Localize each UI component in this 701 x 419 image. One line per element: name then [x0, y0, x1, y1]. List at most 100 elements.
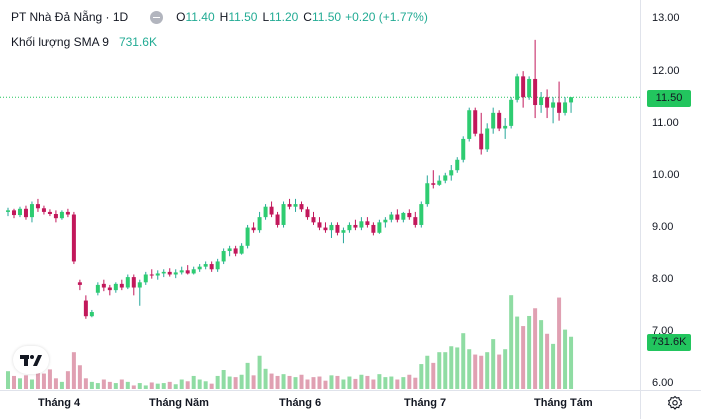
candle-body [155, 273, 160, 276]
candle-body [323, 227, 328, 231]
candle-body [119, 283, 124, 288]
volume-bar [407, 374, 412, 389]
time-tick: Tháng Tám [534, 397, 593, 409]
candle-body [317, 222, 322, 228]
candle-body [287, 204, 292, 207]
candle-body [569, 97, 574, 103]
candle-body [413, 217, 418, 225]
volume-bar [203, 381, 208, 389]
candle-body [167, 271, 172, 275]
time-tick: Tháng 4 [38, 397, 81, 409]
volume-bar [347, 376, 352, 389]
volume-bar [131, 385, 136, 389]
candle-body [377, 222, 382, 233]
candle-body [515, 76, 520, 100]
volume-bar [101, 379, 106, 389]
candle-body [449, 170, 454, 176]
legend-header: PT Nhà Đả Nẵng · 1D O 11.40 H 11.50 L 11.20… [11, 10, 432, 24]
volume-bar [89, 381, 94, 389]
volume-bar [161, 383, 166, 389]
candle-body [65, 211, 70, 215]
candle-body [341, 230, 346, 233]
volume-bar [227, 376, 232, 389]
volume-bar [185, 381, 190, 389]
price-tick: 13.00 [652, 12, 680, 24]
volume-bar [221, 370, 226, 389]
volume-bar [335, 375, 340, 389]
candle-body [551, 102, 556, 108]
volume-bar [245, 362, 250, 389]
candle-body [395, 214, 400, 220]
candle-body [425, 183, 430, 205]
candle-body [491, 112, 496, 129]
candle-body [215, 261, 220, 270]
volume-bar [173, 384, 178, 389]
close-key: C [303, 10, 312, 24]
time-tick: Tháng Năm [149, 397, 209, 409]
volume-bar [443, 352, 448, 389]
high-key: H [219, 10, 229, 24]
volume-bar [59, 381, 64, 389]
volume-bar [389, 376, 394, 389]
candle-body [185, 270, 190, 274]
candle-body [509, 99, 514, 126]
volume-bar [413, 377, 418, 389]
volume-bar [257, 355, 262, 389]
volume-legend[interactable]: Khối lượng SMA 9 731.6K [11, 35, 157, 49]
volume-bar [29, 379, 34, 389]
volume-bar [431, 362, 436, 389]
candle-body [161, 271, 166, 274]
candle-body [173, 272, 178, 275]
candle-body [419, 204, 424, 225]
volume-bar [197, 379, 202, 389]
volume-bar [287, 375, 292, 389]
candle-body [533, 78, 538, 106]
volume-bar [41, 373, 46, 389]
volume-bar [191, 375, 196, 389]
open-value: 11.40 [185, 10, 215, 24]
volume-bar [437, 352, 442, 389]
candle-body [407, 212, 412, 218]
close-value: 11.50 [311, 10, 342, 24]
volume-bar [299, 374, 304, 389]
price-tick: 12.00 [652, 65, 680, 77]
candle-body [281, 204, 286, 225]
volume-bar [275, 375, 280, 389]
volume-bar [317, 376, 322, 389]
candle-body [233, 248, 238, 254]
open-key: O [176, 10, 186, 24]
candle-body [431, 183, 436, 185]
volume-bar [251, 375, 256, 389]
candle-body [89, 312, 94, 317]
tradingview-logo-icon[interactable] [13, 346, 49, 374]
candle-body [125, 277, 130, 288]
candle-body [6, 210, 10, 212]
volume-bar [233, 377, 238, 389]
volume-bar [479, 355, 484, 389]
candle-body [23, 208, 28, 218]
volume-bar [113, 383, 118, 389]
candle-body [35, 204, 40, 209]
volume-bar [539, 320, 544, 389]
candle-body [539, 97, 544, 106]
volume-bar [545, 333, 550, 389]
volume-bar [83, 378, 88, 389]
volume-bar [149, 382, 154, 389]
time-tick: Tháng 6 [279, 397, 322, 409]
time-tick: Tháng 7 [404, 397, 447, 409]
volume-bar [467, 349, 472, 389]
symbol-title[interactable]: PT Nhà Đả Nẵng · 1D [11, 10, 129, 24]
volume-bar [125, 381, 130, 389]
volume-bar [6, 371, 10, 389]
volume-bar [527, 315, 532, 389]
volume-bar [569, 336, 574, 389]
candle-body [269, 206, 274, 215]
gear-icon[interactable] [667, 395, 683, 411]
price-tick: 9.00 [652, 221, 674, 233]
candle-body [245, 227, 250, 246]
price-tick: 6.00 [652, 377, 674, 389]
minus-circle-icon[interactable] [150, 10, 164, 24]
volume-bar [179, 379, 184, 389]
candle-body [305, 209, 310, 218]
